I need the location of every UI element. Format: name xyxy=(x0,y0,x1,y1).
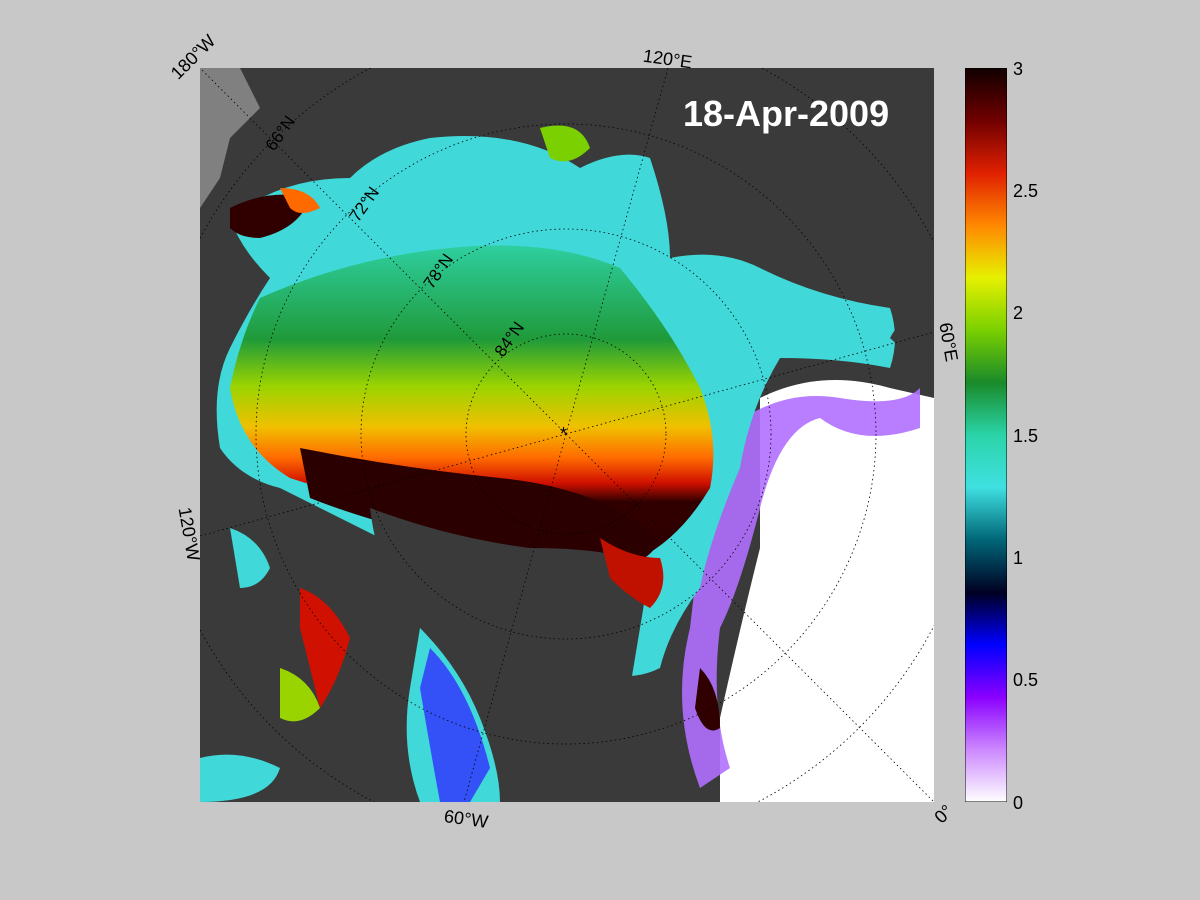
colorbar-tick-0-5: 0.5 xyxy=(1013,670,1039,690)
land-alaska xyxy=(200,68,260,208)
meridian-lines xyxy=(200,68,934,802)
meridian-label-0: 0° xyxy=(930,800,957,828)
colorbar xyxy=(965,68,1007,802)
meridian-60w xyxy=(463,433,567,802)
colorbar-tick-2: 2 xyxy=(1013,303,1024,323)
ice-chukchi-edge xyxy=(280,188,320,213)
ice-channel-thick xyxy=(300,588,350,708)
ice-channel-1 xyxy=(230,528,270,588)
ice-baffin-thin xyxy=(420,648,490,802)
meridian-label-60e: 60°E xyxy=(935,320,962,364)
ice-thickest xyxy=(300,448,660,568)
ice-channel-3 xyxy=(200,754,280,802)
land-siberia xyxy=(420,68,934,298)
colorbar-tick-1: 1 xyxy=(1013,548,1024,568)
latitude-circles xyxy=(200,68,934,802)
land-greenland xyxy=(370,508,650,802)
colorbar-tick-0: 0 xyxy=(1013,793,1024,813)
sea-ice-thickness-map: 66°N 72°N 78°N 84°N * xyxy=(200,68,934,802)
land-novaya-zemlya xyxy=(890,298,934,352)
ice-laptev-patch xyxy=(540,125,590,162)
ice-fram-tongue xyxy=(600,538,664,608)
meridian-120e xyxy=(565,68,669,435)
colorbar-tick-2-5: 2.5 xyxy=(1013,181,1039,201)
open-water-region xyxy=(720,380,934,802)
colorbar-tick-1-5: 1.5 xyxy=(1013,426,1039,446)
date-stamp: 18-Apr-2009 xyxy=(683,93,890,134)
lat-circle-78 xyxy=(360,228,772,640)
north-pole-marker: * xyxy=(560,424,567,444)
meridian-60e xyxy=(565,331,934,435)
meridian-120w xyxy=(200,433,567,537)
meridian-0 xyxy=(565,433,934,802)
lat-circle-72 xyxy=(255,123,877,745)
ice-east-greenland-patch xyxy=(695,668,720,731)
colorbar-gradient xyxy=(965,68,1007,802)
meridian-label-120w: 120°W xyxy=(174,505,204,563)
meridian-180 xyxy=(200,68,567,435)
meridian-label-60w: 60°W xyxy=(442,806,490,832)
ice-channel-2 xyxy=(280,668,320,722)
colorbar-tick-3: 3 xyxy=(1013,59,1024,79)
lat-circle-84 xyxy=(465,333,667,535)
land-canadian-archipelago xyxy=(200,508,330,802)
thin-ice-margin xyxy=(682,388,920,788)
